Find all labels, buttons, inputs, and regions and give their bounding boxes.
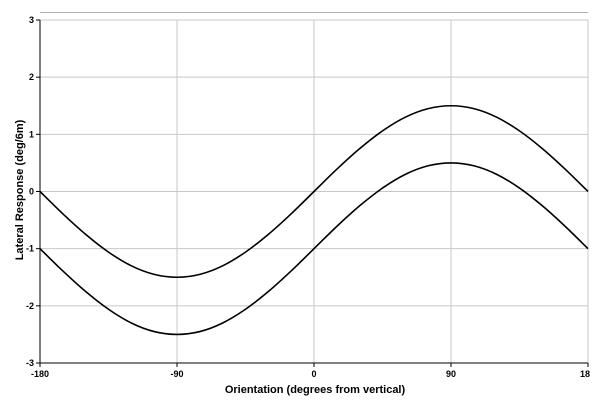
grid: [40, 19, 589, 363]
x-tick-label: 90: [446, 369, 456, 379]
y-tick-label: -2: [26, 301, 34, 311]
plot-frame-top: [40, 12, 588, 13]
y-tick-label: -1: [26, 244, 34, 254]
x-tick-label: -180: [31, 369, 49, 379]
y-tick-label: 1: [29, 129, 34, 139]
x-tick-label: 18: [580, 369, 590, 379]
series-line-1: [39, 104, 589, 279]
series-layer: [39, 104, 589, 336]
y-tick-label: -3: [26, 358, 34, 368]
x-axis-title: Orientation (degrees from vertical): [225, 384, 406, 396]
series-line-2: [39, 162, 589, 336]
y-tick-label: 2: [29, 72, 34, 82]
y-tick-label: 3: [29, 15, 34, 25]
y-tick-label: 0: [29, 187, 34, 197]
tick-labels: 3 2 1 0 -1 -2 -3-180 -90 0 90 18: [26, 15, 590, 379]
y-axis-title: Lateral Response (deg/6m): [14, 119, 26, 260]
x-tick-label: 0: [311, 369, 316, 379]
x-tick-label: -90: [170, 369, 183, 379]
